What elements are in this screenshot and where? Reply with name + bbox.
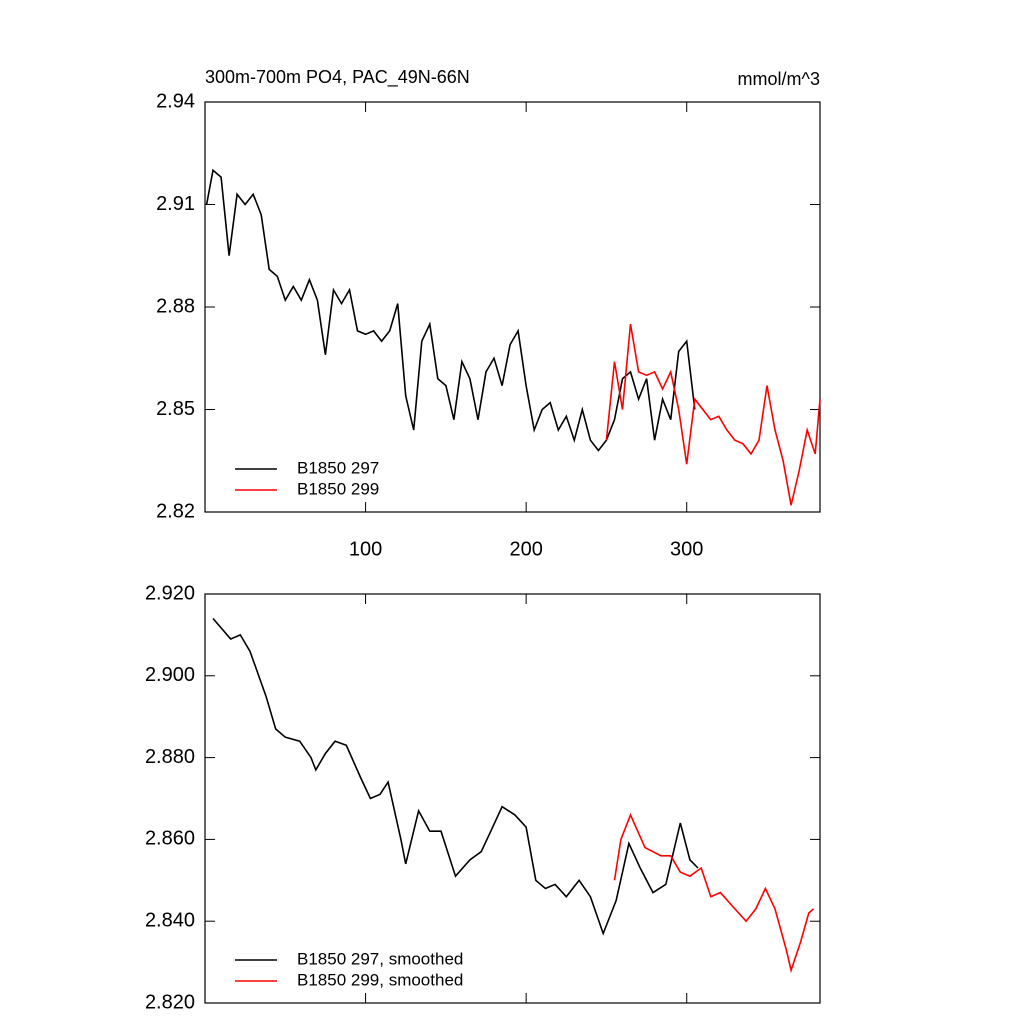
y-tick-label: 2.820 — [145, 991, 195, 1013]
plot-frame — [204, 101, 821, 513]
y-tick-label: 2.880 — [145, 746, 195, 768]
panel: 300m-700m PO4, PAC_49N-66N mmol/m^3 2.82 2.… — [156, 67, 821, 560]
series-line — [605, 323, 821, 506]
y-tick-label: 2.88 — [156, 295, 195, 317]
x-tick-label: 200 — [509, 538, 542, 560]
plot-frame — [204, 593, 821, 1004]
y-tick-label: 2.91 — [156, 193, 195, 215]
y-tick-label: 2.94 — [156, 90, 195, 112]
series-line — [212, 617, 699, 936]
x-tick-label: 300 — [670, 538, 703, 560]
panel: 2.820 2.840 2.860 2.880 2.900 2.920 B1850 297,… — [145, 582, 821, 1013]
legend-label: B1850 299 — [297, 479, 379, 498]
legend-label: B1850 297, smoothed — [297, 949, 463, 968]
x-tick-label: 100 — [349, 538, 382, 560]
series-line — [613, 812, 815, 974]
y-tick-label: 2.840 — [145, 909, 195, 931]
chart-title: 300m-700m PO4, PAC_49N-66N — [205, 67, 470, 88]
legend-label: B1850 297 — [297, 458, 379, 477]
y-tick-label: 2.85 — [156, 398, 195, 420]
y-tick-label: 2.900 — [145, 664, 195, 686]
y-tick-label: 2.82 — [156, 500, 195, 522]
y-tick-label: 2.860 — [145, 828, 195, 850]
series-line — [205, 168, 696, 452]
y-tick-label: 2.920 — [145, 582, 195, 604]
units-label: mmol/m^3 — [738, 69, 820, 89]
legend-label: B1850 299, smoothed — [297, 970, 463, 989]
